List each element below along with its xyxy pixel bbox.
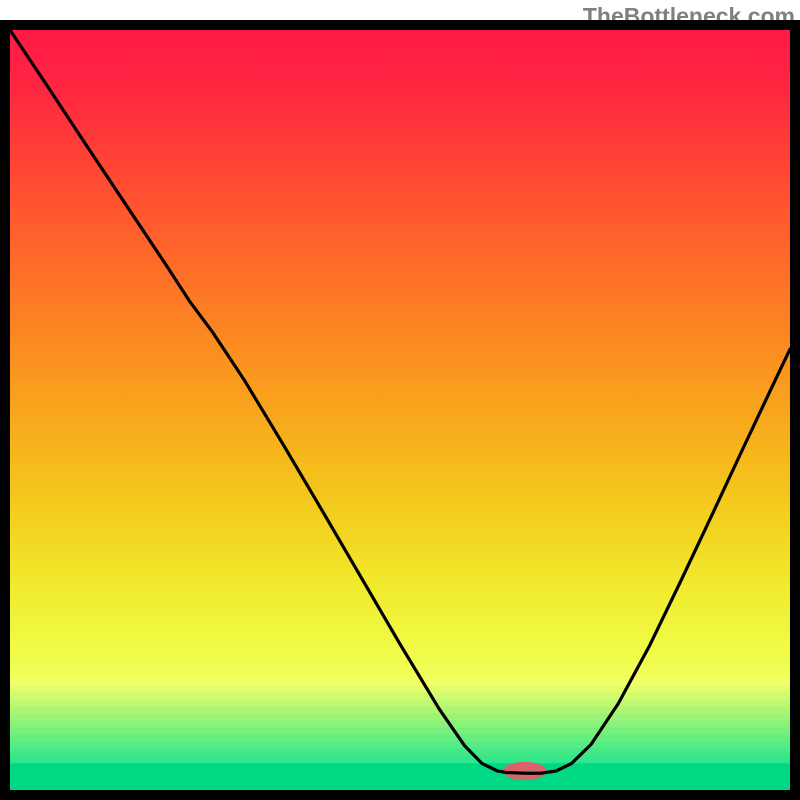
green-strip <box>10 763 790 790</box>
bottleneck-chart: TheBottleneck.com <box>0 0 800 800</box>
gradient-background <box>10 30 790 790</box>
optimal-marker <box>503 762 547 780</box>
chart-container: TheBottleneck.com <box>0 0 800 800</box>
